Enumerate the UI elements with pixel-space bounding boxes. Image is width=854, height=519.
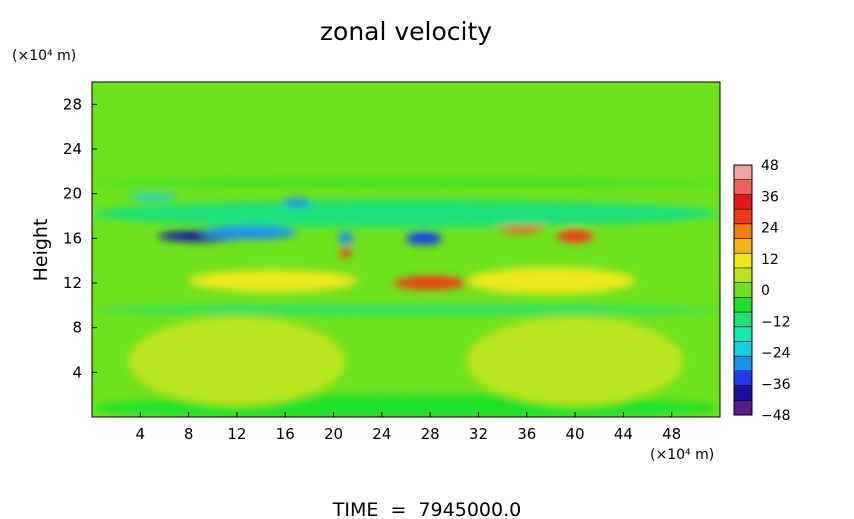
colorbar-swatch: [734, 356, 752, 372]
colorbar-swatch: [734, 341, 752, 357]
y-tick-label: 8: [72, 319, 82, 337]
x-axis: 4 8 12 16 20 24 28 32 36 40 44 48: [136, 412, 681, 443]
colorbar-tick-label: 0: [761, 283, 770, 299]
field-feature: [406, 231, 443, 246]
colorbar-swatch: [734, 209, 752, 225]
field-feature: [338, 231, 353, 246]
colorbar-swatch: [734, 223, 752, 240]
colorbar: 48 36 24 12 0 −12 −24 −36 −48: [733, 158, 791, 424]
colorbar-tick-label: 24: [761, 221, 779, 237]
field-feature: [466, 267, 636, 295]
y-tick-label: 16: [63, 229, 82, 247]
plot-area: [92, 82, 720, 417]
y-tick-label: 20: [63, 185, 82, 203]
colorbar-swatch: [734, 282, 752, 298]
x-tick-label: 28: [421, 425, 440, 443]
x-tick-label: 4: [136, 425, 146, 443]
field-feature: [339, 248, 352, 258]
y-tick-label: 28: [63, 95, 82, 113]
field-feature: [282, 198, 312, 208]
x-tick-label: 8: [184, 425, 194, 443]
time-footer: TIME = 7945000.0: [332, 499, 521, 519]
x-tick-label: 16: [276, 425, 295, 443]
colorbar-tick-label: −36: [761, 377, 791, 393]
x-tick-label: 20: [324, 425, 343, 443]
x-tick-label: 48: [662, 425, 681, 443]
y-tick-label: 4: [72, 363, 82, 381]
field-feature: [393, 276, 467, 290]
colorbar-tick-label: −24: [761, 346, 791, 362]
x-tick-label: 40: [566, 425, 585, 443]
field-feature: [128, 316, 346, 406]
field-feature: [92, 305, 720, 314]
colorbar-swatch: [734, 370, 752, 387]
x-unit-label: (×10⁴ m): [650, 447, 714, 463]
colorbar-tick-label: 12: [761, 252, 779, 268]
y-axis-label: Height: [30, 219, 52, 282]
x-tick-label: 24: [372, 425, 391, 443]
colorbar-tick-label: −48: [761, 408, 791, 424]
x-tick-label: 44: [614, 425, 633, 443]
field-feature: [128, 193, 177, 201]
colorbar-swatch: [734, 312, 752, 328]
y-tick-label: 24: [63, 140, 82, 158]
colorbar-swatch: [734, 179, 752, 195]
field-feature: [466, 316, 684, 406]
colorbar-swatch: [734, 165, 752, 181]
colorbar-swatch: [734, 253, 752, 269]
x-tick-label: 36: [517, 425, 536, 443]
x-tick-label: 12: [227, 425, 246, 443]
field-feature: [92, 200, 720, 228]
colorbar-swatch: [734, 326, 752, 342]
colorbar-swatch: [734, 238, 752, 254]
plot-frame: [91, 81, 721, 418]
field-feature: [556, 229, 594, 243]
colorbar-swatch: [734, 297, 752, 313]
colorbar-tick-label: 48: [761, 158, 779, 174]
colorbar-tick-label: 36: [761, 189, 779, 205]
y-axis: 4 8 12 16 20 24 28: [63, 95, 97, 381]
field-feature: [188, 269, 358, 292]
colorbar-frame: [733, 164, 753, 416]
colorbar-swatch: [734, 194, 752, 210]
chart-title: zonal velocity: [320, 17, 492, 46]
field-features: [92, 179, 720, 417]
colorbar-swatch: [734, 385, 752, 401]
colorbar-tick-label: −12: [761, 314, 791, 330]
field-feature: [200, 226, 298, 240]
x-tick-label: 32: [469, 425, 488, 443]
field-feature: [92, 179, 720, 186]
y-unit-label: (×10⁴ m): [12, 48, 76, 64]
y-tick-label: 12: [63, 274, 82, 292]
colorbar-swatch: [734, 400, 752, 416]
colorbar-swatch: [734, 267, 752, 284]
